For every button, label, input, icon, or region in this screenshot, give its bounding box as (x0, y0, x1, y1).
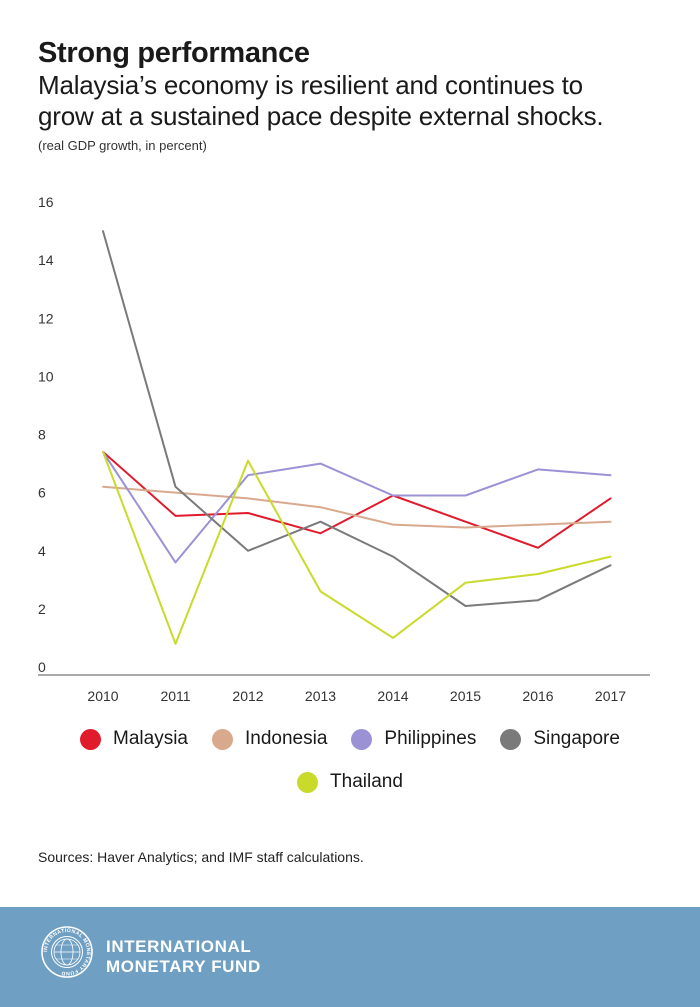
y-tick-label-0: 0 (38, 659, 46, 675)
x-tick-label-2017: 2017 (595, 688, 626, 704)
imf-wordmark: INTERNATIONAL MONETARY FUND (106, 937, 261, 977)
y-tick-label-2: 2 (38, 601, 46, 617)
y-tick-label-8: 8 (38, 427, 46, 443)
y-tick-label-6: 6 (38, 485, 46, 501)
legend-label-thailand: Thailand (330, 771, 403, 792)
x-tick-label-2011: 2011 (160, 688, 190, 704)
legend-swatch-indonesia (212, 728, 234, 750)
legend-swatch-singapore (500, 728, 522, 750)
legend-swatch-philippines (351, 728, 373, 750)
x-tick-label-2014: 2014 (377, 688, 408, 704)
legend-label-philippines: Philippines (384, 728, 477, 749)
imf-footer-band: INTERNATIONAL MONETARY FUND INTERNATIONA… (0, 907, 700, 1007)
x-tick-label-2013: 2013 (305, 688, 336, 704)
chart-header: Strong performance Malaysia’s economy is… (38, 36, 678, 153)
x-tick-label-2010: 2010 (87, 688, 118, 704)
series-line-indonesia (102, 485, 612, 529)
imf-wordmark-line-1: INTERNATIONAL (106, 937, 252, 956)
imf-seal-logo: INTERNATIONAL MONETARY FUND (41, 926, 93, 978)
series-line-malaysia (102, 450, 612, 549)
y-tick-label-10: 10 (38, 368, 54, 384)
chart-subtitle-line-1: Malaysia’s economy is resilient and cont… (38, 70, 583, 100)
legend-item-malaysia: Malaysia (80, 728, 188, 750)
legend-row-2: Thailand (0, 771, 700, 793)
legend-swatch-malaysia (80, 728, 102, 750)
x-tick-label-2015: 2015 (450, 688, 481, 704)
x-tick-label-2016: 2016 (522, 688, 553, 704)
chart-title: Strong performance (38, 37, 310, 69)
series-line-thailand (102, 450, 612, 645)
chart-legend: Malaysia Indonesia Philippines Singapore… (0, 728, 700, 814)
legend-label-indonesia: Indonesia (245, 728, 328, 749)
legend-swatch-thailand (297, 771, 319, 793)
legend-row-1: Malaysia Indonesia Philippines Singapore (0, 728, 700, 750)
legend-label-singapore: Singapore (533, 728, 620, 749)
chart-subtitle-line-2: grow at a sustained pace despite externa… (38, 101, 604, 131)
y-tick-label-12: 12 (38, 310, 54, 326)
line-chart: 0 2 4 6 8 10 12 14 16 2010 2011 2012 2013 2014 2015 201… (38, 194, 650, 704)
legend-label-malaysia: Malaysia (113, 728, 189, 749)
legend-item-indonesia: Indonesia (212, 728, 327, 750)
series-line-singapore (102, 230, 612, 607)
imf-wordmark-line-2: MONETARY FUND (106, 957, 261, 976)
legend-item-thailand: Thailand (297, 771, 403, 793)
chart-units-note: (real GDP growth, in percent) (38, 138, 207, 153)
y-tick-label-14: 14 (38, 252, 54, 268)
legend-item-philippines: Philippines (351, 728, 476, 750)
source-note: Sources: Haver Analytics; and IMF staff … (38, 849, 364, 865)
x-tick-label-2012: 2012 (232, 688, 263, 704)
y-tick-label-4: 4 (38, 543, 46, 559)
series-line-philippines (102, 450, 612, 564)
y-tick-label-16: 16 (38, 194, 54, 210)
legend-item-singapore: Singapore (500, 728, 620, 750)
